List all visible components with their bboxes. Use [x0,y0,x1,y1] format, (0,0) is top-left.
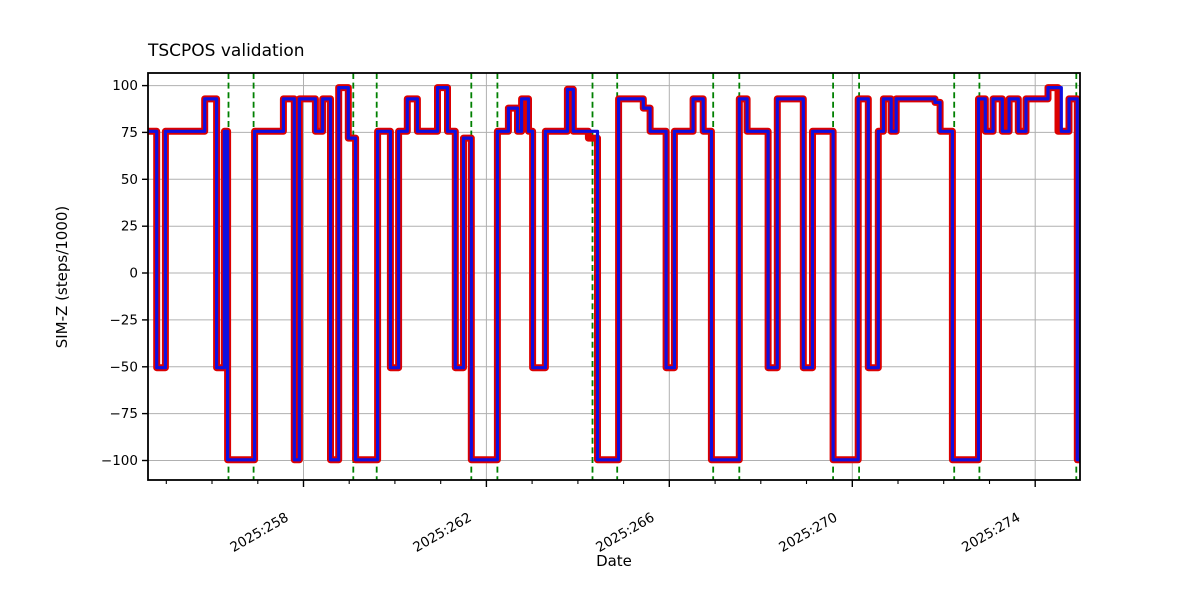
y-tick-label: 0 [129,266,138,282]
y-tick-label: −100 [101,453,138,469]
y-tick-label: −75 [110,406,139,422]
y-tick-label: 100 [112,78,138,94]
series-expected-states-line [148,86,1080,462]
tick-marks [142,84,1036,487]
tick-labels: 100 75 50 25 0 −25 −50 −75 −100 2025:258 2025:262 2… [101,78,1023,556]
x-tick-label: 2025:266 [593,510,657,556]
series-telemetry-line [148,84,1080,464]
x-tick-label: 2025:258 [227,510,291,556]
chart-title: TSCPOS validation [147,41,305,61]
y-axis-label: SIM-Z (steps/1000) [53,206,71,349]
y-tick-label: 50 [121,172,138,188]
y-tick-label: −50 [110,359,139,375]
y-tick-label: −25 [110,312,139,328]
axes-frame [147,72,1081,481]
y-tick-label: 25 [121,219,138,235]
x-tick-label: 2025:270 [776,510,840,556]
x-axis-label: Date [596,552,632,570]
x-tick-label: 2025:274 [959,510,1023,556]
data-series [148,84,1080,464]
y-tick-label: 75 [121,125,138,141]
x-tick-label: 2025:262 [410,510,474,556]
